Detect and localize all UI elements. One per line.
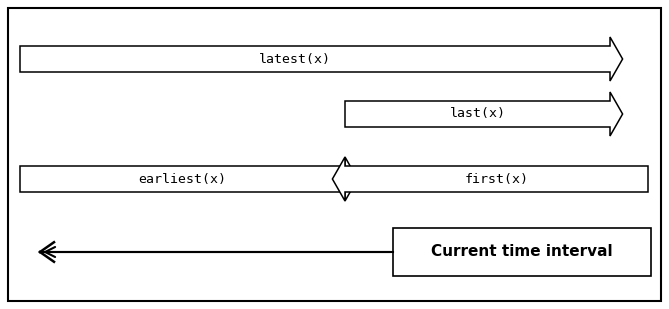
Text: last(x): last(x) <box>450 108 506 121</box>
Text: Current time interval: Current time interval <box>432 244 613 260</box>
Polygon shape <box>20 37 623 81</box>
Text: earliest(x): earliest(x) <box>138 172 227 185</box>
Bar <box>393 228 651 276</box>
Text: latest(x): latest(x) <box>259 53 331 66</box>
Text: first(x): first(x) <box>464 172 529 185</box>
Polygon shape <box>332 157 648 201</box>
Polygon shape <box>345 92 623 136</box>
Polygon shape <box>20 157 358 201</box>
